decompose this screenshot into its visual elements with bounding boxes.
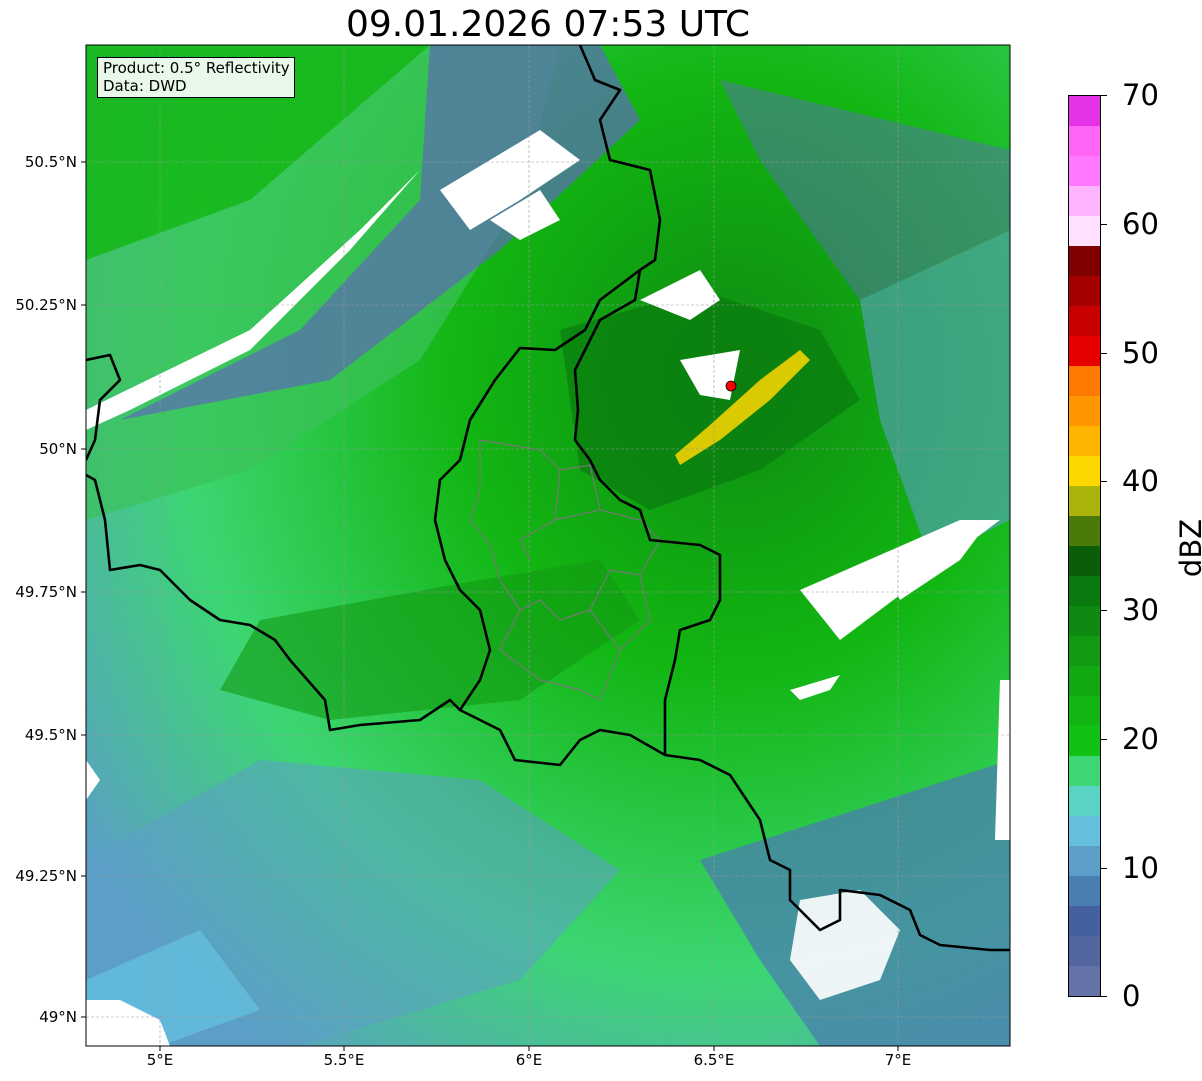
colorbar-tick (1101, 353, 1107, 354)
colorbar-label: 70 (1122, 78, 1159, 112)
product-label: Product: 0.5° Reflectivity (103, 59, 290, 77)
colorbar-label: 20 (1122, 722, 1159, 756)
product-info-box: Product: 0.5° Reflectivity Data: DWD (97, 57, 295, 98)
colorbar-segment (1069, 936, 1100, 966)
colorbar-segment (1069, 576, 1100, 606)
colorbar-segment (1069, 966, 1100, 996)
country-borders (86, 45, 1010, 952)
lat-label: 49.25°N (15, 867, 77, 885)
colorbar-segment (1069, 126, 1100, 156)
colorbar-segment (1069, 846, 1100, 876)
lon-label: 6.5°E (693, 1051, 735, 1069)
colorbar-unit: dBZ (1174, 518, 1202, 578)
colorbar-segment (1069, 516, 1100, 546)
strong-echo-core (560, 290, 860, 510)
colorbar-tick (1101, 224, 1107, 225)
colorbar-segment (1069, 726, 1100, 756)
lon-label: 5°E (146, 1051, 174, 1069)
colorbar (1068, 95, 1101, 997)
high-reflectivity-band (675, 350, 810, 465)
lat-label: 49°N (39, 1008, 77, 1026)
lat-label: 50°N (39, 440, 77, 458)
colorbar-segment (1069, 666, 1100, 696)
colorbar-segment (1069, 306, 1100, 336)
colorbar-segment (1069, 606, 1100, 636)
colorbar-label: 0 (1122, 979, 1141, 1013)
lon-label: 7°E (884, 1051, 912, 1069)
colorbar-segment (1069, 906, 1100, 936)
lon-label: 6°E (515, 1051, 543, 1069)
no-echo-area (86, 170, 420, 430)
graticule (86, 45, 1010, 1046)
colorbar-label: 30 (1122, 593, 1159, 627)
radar-site-marker (725, 380, 737, 392)
lat-label: 49.75°N (15, 583, 77, 601)
colorbar-segment (1069, 276, 1100, 306)
data-source-label: Data: DWD (103, 77, 187, 95)
map-frame (85, 44, 1011, 1047)
colorbar-segment (1069, 786, 1100, 816)
colorbar-segment (1069, 876, 1100, 906)
colorbar-segment (1069, 756, 1100, 786)
colorbar-segment (1069, 486, 1100, 516)
colorbar-label: 40 (1122, 464, 1159, 498)
colorbar-segment (1069, 96, 1100, 126)
lat-label: 50.5°N (24, 153, 77, 171)
colorbar-label: 10 (1122, 851, 1159, 885)
colorbar-segment (1069, 216, 1100, 246)
colorbar-tick (1101, 868, 1107, 869)
colorbar-tick (1101, 481, 1107, 482)
colorbar-segment (1069, 396, 1100, 426)
map-title: 09.01.2026 07:53 UTC (345, 4, 751, 45)
colorbar-segment (1069, 186, 1100, 216)
colorbar-segment (1069, 456, 1100, 486)
colorbar-tick (1101, 610, 1107, 611)
colorbar-segment (1069, 546, 1100, 576)
colorbar-segment (1069, 246, 1100, 276)
colorbar-tick (1101, 739, 1107, 740)
colorbar-segment (1069, 696, 1100, 726)
colorbar-segment (1069, 366, 1100, 396)
colorbar-tick (1101, 996, 1107, 997)
colorbar-segment (1069, 426, 1100, 456)
lat-label: 50.25°N (15, 296, 77, 314)
colorbar-segment (1069, 336, 1100, 366)
colorbar-segment (1069, 156, 1100, 186)
lon-label: 5.5°E (323, 1051, 365, 1069)
lat-label: 49.5°N (24, 726, 77, 744)
district-borders (469, 439, 661, 701)
axis-ticks (81, 161, 899, 1051)
map-area (86, 45, 1010, 1046)
colorbar-segment (1069, 636, 1100, 666)
colorbar-label: 50 (1122, 336, 1159, 370)
colorbar-tick (1101, 95, 1107, 96)
colorbar-segment (1069, 816, 1100, 846)
colorbar-label: 60 (1122, 207, 1159, 241)
